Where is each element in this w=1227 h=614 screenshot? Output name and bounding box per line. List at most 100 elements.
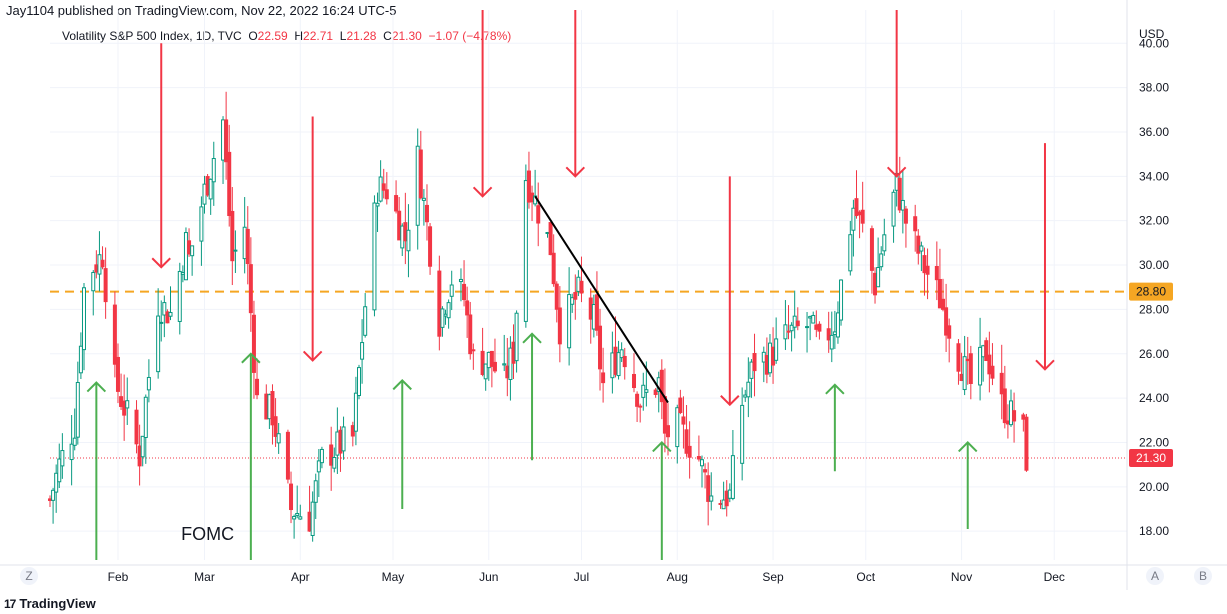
level-price-tag-text: 28.80 xyxy=(1136,285,1166,299)
candle xyxy=(876,237,881,288)
candle xyxy=(91,270,96,316)
candle-body xyxy=(190,245,195,257)
candle xyxy=(208,178,213,215)
candle xyxy=(353,376,358,446)
candle-body xyxy=(251,314,256,373)
auto-scale-button[interactable]: Z xyxy=(20,567,38,585)
candle xyxy=(400,223,405,257)
candle xyxy=(384,172,389,205)
candle-body xyxy=(230,210,235,262)
candle xyxy=(360,319,365,384)
candle-body xyxy=(774,338,779,361)
candle-body xyxy=(134,409,139,445)
candle-body xyxy=(486,351,491,369)
candle-body xyxy=(965,358,970,362)
scale-b-button[interactable]: B xyxy=(1194,567,1212,585)
tradingview-logo[interactable]: 17 TradingView xyxy=(4,596,96,611)
candle-body xyxy=(187,240,192,255)
candle xyxy=(829,311,834,363)
candle-body xyxy=(619,349,624,359)
candle xyxy=(826,311,831,353)
candle-body xyxy=(764,354,769,375)
candle-body xyxy=(570,297,575,305)
red-down-arrow xyxy=(151,43,171,269)
candle-body xyxy=(662,396,667,434)
green-up-arrow-head xyxy=(825,383,845,395)
candle-body xyxy=(289,483,294,511)
candle xyxy=(199,196,204,266)
candle xyxy=(511,324,516,379)
candle-body xyxy=(687,445,692,458)
candle xyxy=(159,300,164,342)
candle xyxy=(162,295,167,338)
candle-body xyxy=(97,254,102,275)
candle xyxy=(1021,412,1026,432)
green-up-arrow xyxy=(522,332,542,461)
candle-body xyxy=(508,347,513,381)
candle xyxy=(1008,389,1013,427)
candle-body xyxy=(1024,416,1029,471)
candle xyxy=(94,250,99,279)
candle xyxy=(437,255,442,351)
candle-body xyxy=(740,404,745,464)
green-up-arrow xyxy=(958,441,978,529)
red-down-arrow-head xyxy=(565,166,586,178)
candle-body xyxy=(805,326,810,329)
grid-lines xyxy=(50,10,1127,560)
candle-body xyxy=(350,425,355,437)
candle-body xyxy=(462,283,467,301)
candle xyxy=(616,340,621,380)
candle-body xyxy=(817,323,822,332)
candle-body xyxy=(746,381,751,398)
candle xyxy=(468,301,473,360)
candle xyxy=(533,169,538,207)
candle xyxy=(743,389,748,402)
last-price-tag: 21.30 xyxy=(1129,448,1173,467)
candle xyxy=(752,333,757,397)
candle-body xyxy=(703,469,708,473)
candle-body xyxy=(227,151,232,217)
candle xyxy=(588,288,593,344)
scale-a-button[interactable]: A xyxy=(1146,567,1164,585)
candle-body xyxy=(199,206,204,242)
time-tick-label: Dec xyxy=(1044,570,1065,584)
candle-body xyxy=(211,158,216,183)
candle-body xyxy=(421,197,426,201)
candle xyxy=(48,495,52,507)
candle xyxy=(523,164,528,328)
candle-body xyxy=(100,259,105,268)
candle-body xyxy=(848,234,853,272)
candle-body xyxy=(882,234,887,252)
candle xyxy=(721,481,726,510)
candle-body xyxy=(900,199,905,211)
candle-body xyxy=(159,321,164,324)
candle-body xyxy=(548,222,553,256)
candle xyxy=(137,424,142,486)
candle-body xyxy=(675,407,680,448)
candle xyxy=(573,274,578,320)
candle xyxy=(869,225,874,294)
candle xyxy=(900,170,905,234)
candle xyxy=(724,480,729,517)
candle-body xyxy=(1021,414,1026,420)
candle xyxy=(97,231,102,292)
candle xyxy=(462,260,467,307)
candle xyxy=(273,398,278,447)
candle xyxy=(835,301,840,344)
candle xyxy=(428,223,433,275)
candle-body xyxy=(947,325,952,339)
candle-body xyxy=(202,183,207,205)
candle xyxy=(183,227,188,281)
price-tick-label: 24.00 xyxy=(1139,391,1169,405)
candle-body xyxy=(922,255,927,274)
candle-body xyxy=(91,272,96,292)
candle-body xyxy=(591,304,596,330)
candle-body xyxy=(295,513,300,516)
candle-body xyxy=(879,253,884,268)
candle xyxy=(329,426,334,491)
candle-body xyxy=(424,204,429,223)
candle-body xyxy=(115,356,120,392)
last-price-tag-bg xyxy=(1129,448,1173,467)
candle xyxy=(227,124,232,227)
